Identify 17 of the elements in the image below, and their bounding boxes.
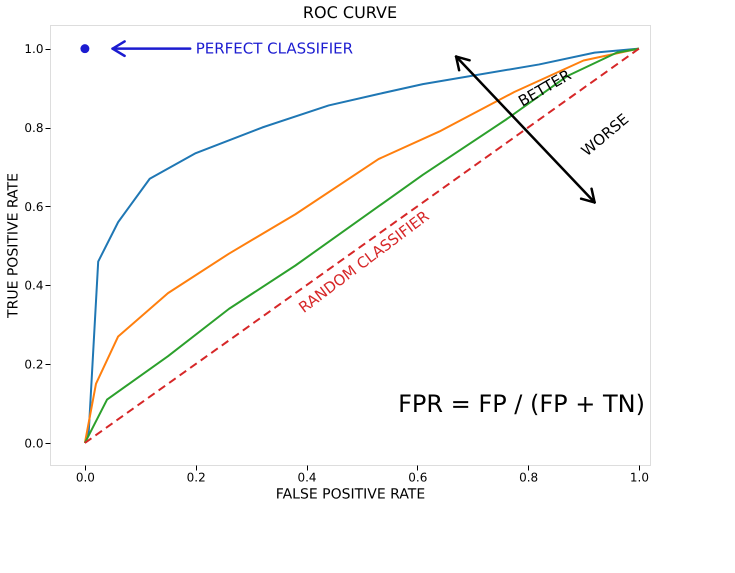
annotation: FPR = FP / (FP + TN) — [398, 390, 645, 418]
x-tick-label: 0.0 — [76, 470, 95, 484]
y-tick-label: 0.8 — [24, 121, 44, 136]
y-tick-label: 1.0 — [24, 42, 44, 56]
x-tick-label: 0.2 — [186, 470, 206, 484]
y-tick-label: 0.2 — [24, 358, 44, 372]
x-tick-label: 0.8 — [519, 470, 538, 484]
y-tick-label: 0.4 — [24, 278, 44, 293]
y-tick-label: 0.0 — [24, 436, 44, 450]
x-axis-title: FALSE POSITIVE RATE — [276, 486, 426, 502]
x-tick-label: 0.6 — [408, 470, 428, 484]
y-tick-label: 0.6 — [24, 200, 44, 214]
chart-title: ROC CURVE — [302, 3, 398, 22]
y-axis-title: TRUE POSITIVE RATE — [5, 173, 22, 319]
annotation: PERFECT CLASSIFIER — [196, 40, 354, 58]
x-tick-label: 1.0 — [630, 470, 649, 484]
x-tick-label: 0.4 — [297, 470, 317, 484]
